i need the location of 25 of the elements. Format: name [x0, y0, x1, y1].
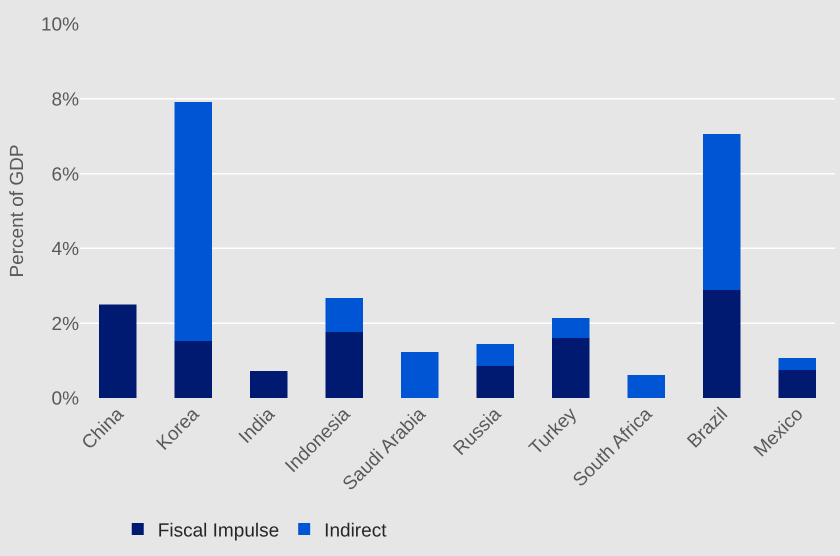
bar [627, 375, 666, 398]
bar [98, 304, 137, 398]
y-tick-label: 6% [52, 164, 80, 186]
y-tick-label: 2% [52, 314, 80, 335]
bar [325, 332, 364, 398]
y-tick-label: 8% [52, 89, 80, 110]
bar [400, 352, 439, 398]
legend-label: Fiscal Impulse [158, 520, 280, 542]
bar [778, 358, 816, 370]
legend-label: Indirect [324, 520, 388, 542]
bar [325, 298, 364, 332]
bar [552, 338, 590, 398]
bar [174, 102, 212, 342]
y-tick-label: 10% [40, 14, 80, 36]
y-tick-label: 4% [52, 239, 80, 260]
bar [702, 290, 741, 398]
bar [778, 370, 816, 398]
bar [476, 344, 514, 366]
bar [552, 318, 590, 338]
bar [250, 371, 288, 398]
bar [174, 341, 212, 398]
bar [702, 134, 741, 290]
y-tick-label: 0% [52, 388, 80, 410]
y-axis-title: Percent of GDP [6, 144, 28, 278]
bar [476, 366, 514, 398]
